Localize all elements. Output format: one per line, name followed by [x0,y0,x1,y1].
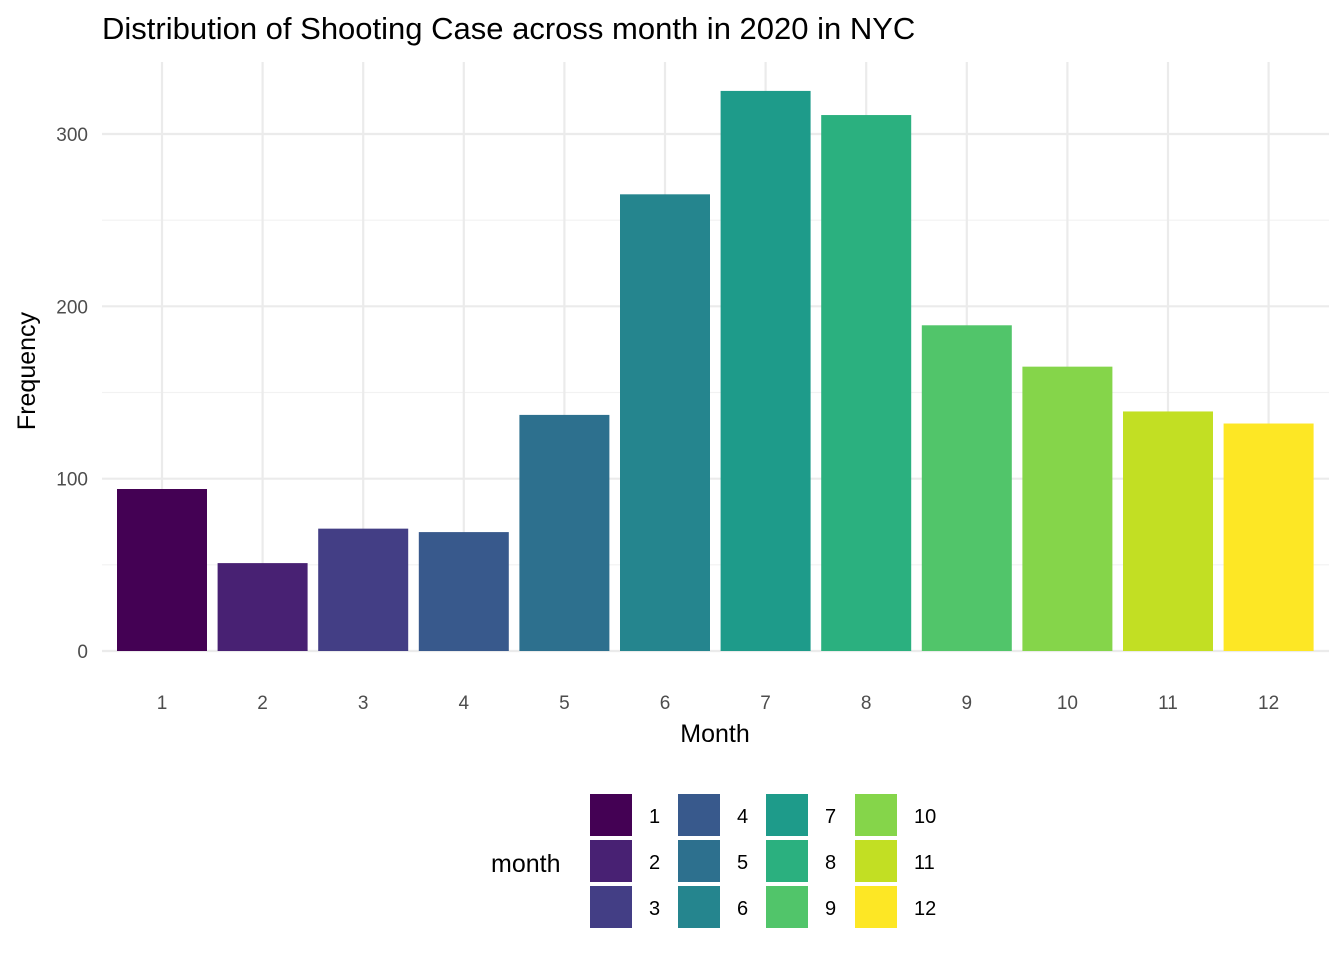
legend-key [678,840,720,882]
bar-month-3 [318,528,409,651]
legend-key [855,794,897,836]
legend-key [590,840,632,882]
bar-month-12 [1223,423,1314,651]
legend-label: 10 [914,806,936,828]
x-tick-label: 12 [1258,693,1279,714]
legend-item-6: 6 [678,886,748,928]
y-tick-label: 0 [77,642,88,663]
legend-item-7: 7 [766,794,836,836]
x-tick-label: 2 [257,693,268,714]
bar-month-2 [217,563,308,651]
legend-key [855,840,897,882]
y-tick-label: 300 [56,125,88,146]
x-tick-label: 10 [1057,693,1078,714]
y-tick-label: 100 [56,470,88,491]
legend-label: 3 [649,898,660,920]
legend-label: 4 [737,806,748,828]
y-tick-label: 200 [56,297,88,318]
legend-item-11: 11 [855,840,935,882]
legend-key [855,886,897,928]
bar-month-1 [117,489,207,651]
bar-month-10 [1022,366,1113,651]
legend-key [766,794,808,836]
legend-label: 6 [737,898,748,920]
legend-item-2: 2 [590,840,660,882]
legend-key [590,886,632,928]
x-tick-label: 11 [1158,693,1178,714]
x-tick-label: 4 [459,693,470,714]
x-axis-ticks: 1 2 3 4 5 6 7 8 9 10 11 12 [157,693,1279,714]
legend-title: month [491,850,560,878]
bar-month-8 [821,115,912,651]
legend-item-3: 3 [590,886,660,928]
legend-label: 12 [914,898,936,920]
x-tick-label: 1 [157,693,168,714]
x-tick-label: 9 [962,693,973,714]
legend-item-9: 9 [766,886,836,928]
legend-key [766,840,808,882]
x-tick-label: 7 [760,693,771,714]
bar-month-6 [620,194,710,652]
legend-label: 5 [737,852,748,874]
bars [117,90,1314,652]
legend-label: 2 [649,852,660,874]
legend-item-5: 5 [678,840,748,882]
legend-item-1: 1 [590,794,660,836]
legend-label: 1 [649,806,660,828]
bar-month-7 [720,90,811,651]
bar-month-4 [418,532,509,651]
legend-key [766,886,808,928]
legend-item-4: 4 [678,794,748,836]
legend-key [590,794,632,836]
legend-key [678,794,720,836]
legend-item-8: 8 [766,840,836,882]
y-axis-title: Frequency [13,311,41,430]
x-tick-label: 6 [660,693,671,714]
bar-month-11 [1123,411,1213,651]
legend-label: 8 [825,852,836,874]
y-axis-ticks: 0 100 200 300 [56,125,88,663]
legend-item-12: 12 [855,886,936,928]
chart-title: Distribution of Shooting Case across mon… [102,11,915,46]
legend-item-10: 10 [855,794,936,836]
x-tick-label: 8 [861,693,872,714]
x-axis-title: Month [680,720,749,748]
legend-key [678,886,720,928]
x-tick-label: 5 [559,693,570,714]
x-tick-label: 3 [358,693,369,714]
bar-month-9 [921,325,1012,651]
legend-label: 9 [825,898,836,920]
bar-month-5 [519,414,610,651]
legend-label: 7 [825,806,836,828]
legend-label: 11 [914,852,935,874]
